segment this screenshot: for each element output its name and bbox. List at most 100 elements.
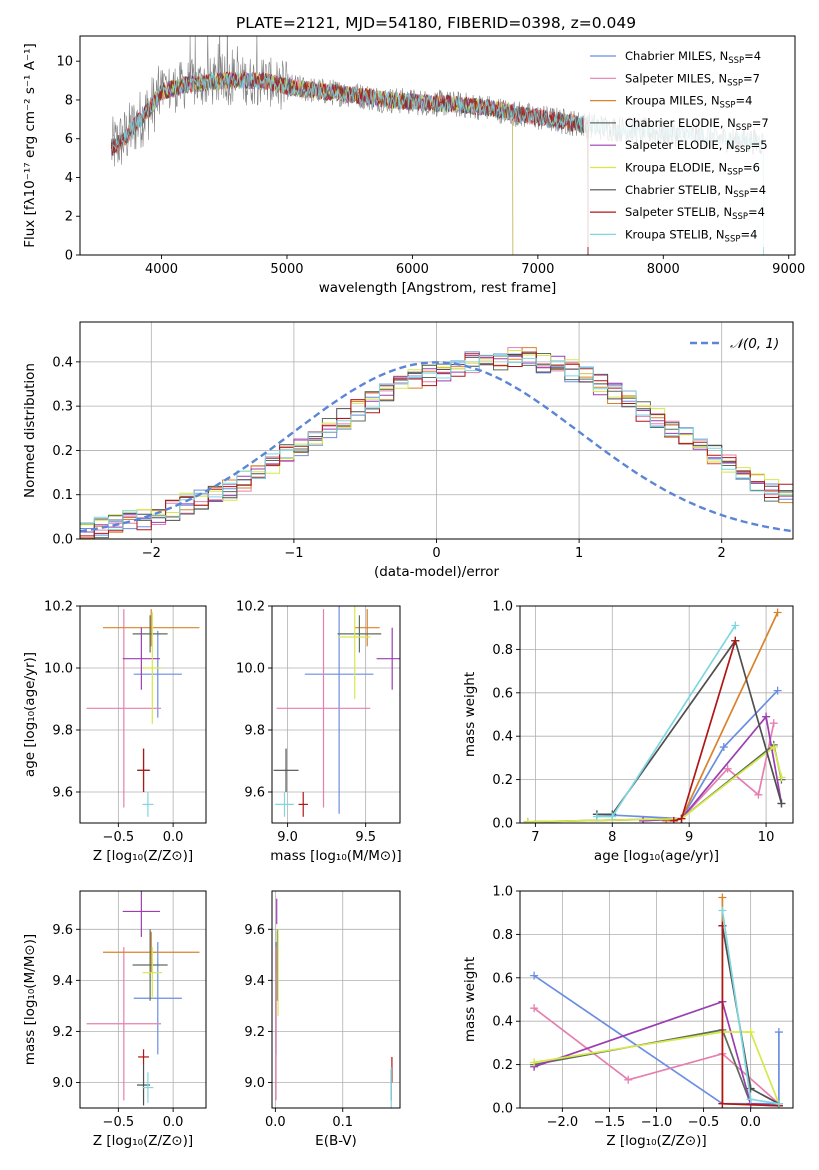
age-weight-ytick-label: 0.6 bbox=[492, 686, 513, 701]
legend-entry-prefix: Salpeter ELODIE, N bbox=[625, 138, 735, 152]
legend-entry-suffix: =7 bbox=[743, 71, 760, 85]
errorbar-point bbox=[122, 891, 160, 937]
legend-entry-subscript: SSP bbox=[735, 145, 751, 155]
mass-weight-line bbox=[596, 690, 779, 820]
age-weight-xlabel: age [log₁₀(age/yr)] bbox=[594, 848, 719, 864]
mass-weight-line bbox=[527, 743, 783, 823]
z-age-frame bbox=[79, 605, 207, 824]
mass-weight-marker bbox=[773, 608, 782, 617]
mass-weight-marker bbox=[769, 719, 778, 728]
age-weight-xtick-label: 9 bbox=[685, 830, 693, 845]
errorbar-point bbox=[142, 612, 163, 724]
mass-weight-marker bbox=[523, 817, 532, 823]
errorbar-point bbox=[142, 1072, 154, 1103]
z-weight-xtick-label: −2.0 bbox=[547, 1115, 579, 1130]
residuals-xtick-label: 1 bbox=[575, 546, 583, 561]
mass-age-ytick-label: 10.0 bbox=[236, 662, 265, 677]
residual-histogram-step bbox=[80, 352, 793, 539]
mass-age-ytick-label: 10.2 bbox=[236, 600, 265, 615]
z-age-frame-layer: −0.5 0.0 9.6 9.8 10.0 10.2 Z [log₁₀(Z/Z⊙)] age … bbox=[22, 600, 207, 864]
legend-entry-suffix: =4 bbox=[748, 205, 765, 219]
normal-curve bbox=[80, 361, 793, 533]
residuals-xtick-label: −1 bbox=[284, 546, 303, 561]
residual-histogram-step bbox=[80, 351, 793, 537]
z-age-ytick-label: 9.6 bbox=[52, 786, 73, 801]
residuals-ytick-label: 0.3 bbox=[52, 400, 73, 415]
age-weight-xtick-label: 7 bbox=[531, 830, 539, 845]
ebv-mass-ytick-label: 9.6 bbox=[244, 923, 265, 938]
mass-weight-marker bbox=[624, 1075, 633, 1084]
residuals-frame-layer: −2 −1 0 1 2 0.0 0.1 0.2 0.3 0.4 (data-model)/error… bbox=[22, 321, 794, 580]
spectrum-ytick-label: 6 bbox=[65, 132, 73, 147]
spectrum-ytick-label: 8 bbox=[65, 93, 73, 108]
residuals-xlabel: (data-model)/error bbox=[374, 564, 500, 580]
residuals-plot-area bbox=[80, 347, 793, 539]
mass-age-panel: 9.0 9.5 9.6 9.8 10.0 10.2 mass [log₁₀(M/M⊙)] bbox=[236, 600, 402, 865]
errorbar-point bbox=[138, 1049, 150, 1065]
z-mass-panel: −0.5 0.0 9.0 9.2 9.4 9.6 Z [log₁₀(Z/Z⊙)] mass [… bbox=[22, 890, 207, 1149]
ebv-mass-ytick-label: 9.2 bbox=[244, 1025, 265, 1040]
errorbar-point bbox=[337, 615, 382, 653]
errorbar-point bbox=[138, 748, 150, 792]
mass-weight-marker bbox=[746, 1084, 755, 1093]
errorbar-point bbox=[86, 947, 162, 1101]
errorbar-point bbox=[304, 606, 374, 814]
residuals-ytick-label: 0.2 bbox=[52, 444, 73, 459]
z-mass-frame-layer: −0.5 0.0 9.0 9.2 9.4 9.6 Z [log₁₀(Z/Z⊙)] mass [… bbox=[22, 890, 207, 1149]
legend-entry-suffix: =4 bbox=[735, 94, 752, 108]
mass-weight-marker bbox=[777, 773, 786, 782]
spectrum-xtick-label: 6000 bbox=[396, 262, 429, 277]
age-weight-ytick-label: 1.0 bbox=[492, 600, 513, 615]
errorbar-point bbox=[122, 627, 160, 690]
spectrum-ylabel: Flux [fλ10⁻¹⁷ erg cm⁻² s⁻¹ A⁻¹] bbox=[22, 43, 38, 248]
mass-age-plot-area bbox=[273, 606, 400, 817]
z-weight-panel: −2.0 −1.5 −1.0 −0.5 0.0 0.0 0.2 0.4 0.6 0.8 1.0 Z [… bbox=[462, 885, 794, 1149]
mass-weight-marker bbox=[530, 1004, 539, 1013]
z-weight-ylabel: mass weight bbox=[462, 957, 478, 1042]
mass-weight-line bbox=[533, 1031, 780, 1105]
spectrum-ytick-label: 4 bbox=[65, 171, 73, 186]
z-age-panel: −0.5 0.0 9.6 9.8 10.0 10.2 Z [log₁₀(Z/Z⊙)] age … bbox=[22, 600, 207, 864]
residuals-ylabel: Normed distribution bbox=[22, 363, 38, 498]
legend-entry-prefix: Kroupa MILES, N bbox=[625, 94, 720, 108]
mass-weight-marker bbox=[769, 743, 778, 752]
mass-weight-marker bbox=[639, 816, 648, 823]
spectrum-xlabel: wavelength [Angstrom, rest frame] bbox=[319, 280, 557, 296]
errorbar-point bbox=[376, 627, 400, 690]
legend-entry: Kroupa STELIB, NSSP=4 bbox=[625, 227, 757, 244]
errorbar-point bbox=[339, 606, 371, 699]
mass-age-ytick-label: 9.8 bbox=[244, 724, 265, 739]
legend-entry: 𝒩(0, 1) bbox=[730, 336, 779, 352]
z-weight-xtick-label: −1.0 bbox=[641, 1115, 673, 1130]
z-mass-xtick-label: 0.0 bbox=[163, 1115, 184, 1130]
z-weight-ytick-label: 0.8 bbox=[492, 928, 513, 943]
legend-entry-suffix: =4 bbox=[744, 49, 761, 63]
spectrum-xtick-label: 7000 bbox=[521, 262, 554, 277]
age-weight-ylabel: mass weight bbox=[462, 672, 478, 757]
errorbar-point bbox=[275, 792, 294, 817]
z-weight-ytick-label: 0.0 bbox=[492, 1102, 513, 1117]
legend-entry-subscript: SSP bbox=[727, 78, 743, 88]
errorbar-point bbox=[103, 931, 200, 973]
mass-weight-marker bbox=[723, 764, 732, 773]
spectrum-frame-layer: 4000 5000 6000 7000 8000 9000 0 2 4 6 8 10 wavelengt… bbox=[22, 14, 805, 296]
legend-background bbox=[584, 42, 789, 247]
residual-legend: 𝒩(0, 1) bbox=[690, 336, 779, 352]
residuals-ytick-label: 0.0 bbox=[52, 533, 73, 548]
legend-entry: Salpeter MILES, NSSP=7 bbox=[625, 71, 760, 88]
mass-weight-marker bbox=[731, 636, 740, 645]
legend-entry-prefix: Salpeter MILES, N bbox=[625, 71, 727, 85]
z-weight-xlabel: Z [log₁₀(Z/Z⊙)] bbox=[606, 1133, 706, 1149]
legend-entry: Kroupa ELODIE, NSSP=6 bbox=[625, 161, 760, 178]
errorbar-point bbox=[132, 929, 168, 1001]
z-mass-plot-area bbox=[86, 891, 200, 1106]
z-weight-xtick-label: −1.5 bbox=[594, 1115, 626, 1130]
age-weight-panel: 7 8 9 10 0.0 0.2 0.4 0.6 0.8 1.0 age [log₁₀(age/yr… bbox=[462, 600, 794, 864]
z-weight-ytick-label: 0.6 bbox=[492, 971, 513, 986]
legend-entry: Kroupa MILES, NSSP=4 bbox=[625, 94, 752, 111]
mass-weight-marker bbox=[608, 812, 617, 821]
ebv-mass-ytick-label: 9.0 bbox=[244, 1076, 265, 1091]
errorbar-point bbox=[354, 609, 380, 647]
errorbar-point bbox=[103, 609, 200, 647]
